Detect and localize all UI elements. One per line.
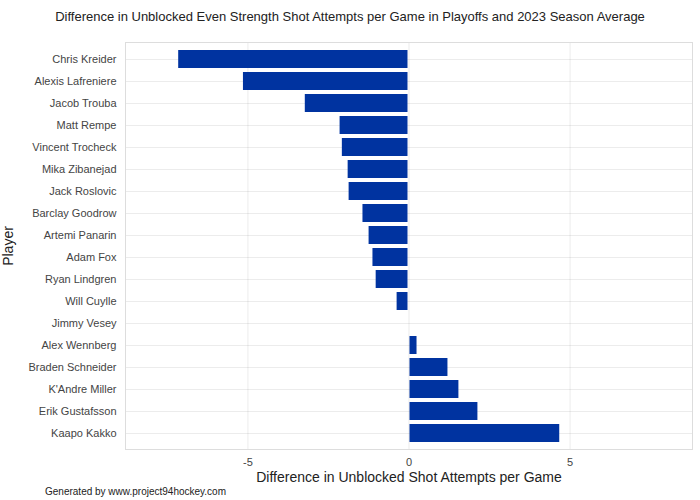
svg-text:Jack Roslovic: Jack Roslovic xyxy=(49,185,117,197)
svg-text:Chris Kreider: Chris Kreider xyxy=(52,53,117,65)
svg-text:Ryan Lindgren: Ryan Lindgren xyxy=(45,273,117,285)
svg-text:Jimmy Vesey: Jimmy Vesey xyxy=(52,317,117,329)
svg-text:Braden Schneider: Braden Schneider xyxy=(28,361,116,373)
svg-text:Jacob Trouba: Jacob Trouba xyxy=(50,97,118,109)
svg-text:Will Cuylle: Will Cuylle xyxy=(65,295,116,307)
html-text:Difference in Unblocked Even S: Difference in Unblocked Even Strength Sh… xyxy=(55,9,645,24)
svg-text:Player: Player xyxy=(0,226,16,266)
svg-text:5: 5 xyxy=(567,456,573,468)
svg-text:Erik Gustafsson: Erik Gustafsson xyxy=(39,405,117,417)
svg-text:K'Andre Miller: K'Andre Miller xyxy=(48,383,116,395)
svg-text:Adam Fox: Adam Fox xyxy=(66,251,117,263)
svg-text:Mika Zibanejad: Mika Zibanejad xyxy=(42,163,117,175)
svg-text:Matt Rempe: Matt Rempe xyxy=(57,119,117,131)
svg-text:Difference in Unblocked Shot A: Difference in Unblocked Shot Attempts pe… xyxy=(256,469,562,485)
svg-text:0: 0 xyxy=(406,456,412,468)
svg-text:Artemi Panarin: Artemi Panarin xyxy=(44,229,117,241)
svg-text:Alexis Lafreniere: Alexis Lafreniere xyxy=(35,75,117,87)
svg-text:-5: -5 xyxy=(243,456,253,468)
svg-text:Vincent Trocheck: Vincent Trocheck xyxy=(32,141,117,153)
svg-text:Kaapo Kakko: Kaapo Kakko xyxy=(51,427,116,439)
svg-text:Barclay Goodrow: Barclay Goodrow xyxy=(32,207,116,219)
svg-text:Alex Wennberg: Alex Wennberg xyxy=(41,339,116,351)
html-text:Generated by www.project94hock: Generated by www.project94hockey.com xyxy=(45,486,226,497)
